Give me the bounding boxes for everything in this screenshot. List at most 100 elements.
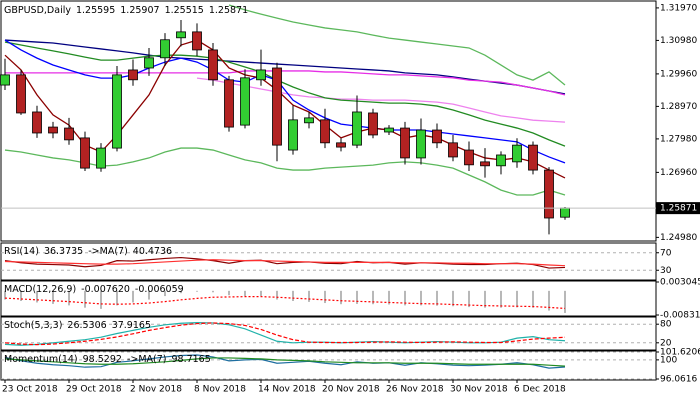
macd-bar xyxy=(564,290,566,313)
y-tick-label: 1.27980 xyxy=(660,134,697,144)
y-tick-label: 80 xyxy=(660,320,672,330)
ohlc-value: 1.25871 xyxy=(209,5,248,16)
macd-bar xyxy=(372,290,374,305)
candle-body xyxy=(80,137,90,169)
panel-frame xyxy=(0,242,657,281)
candle-body xyxy=(288,119,298,151)
candle-body xyxy=(448,142,458,158)
candle-body xyxy=(208,49,218,81)
chart-title: GBPUSD,Daily xyxy=(4,5,71,16)
macd-bar xyxy=(36,290,38,303)
macd-bar xyxy=(404,290,406,306)
indicator-value: 36.3735 xyxy=(44,246,83,257)
candle-body xyxy=(512,144,522,163)
x-tick-label: 2 Nov 2018 xyxy=(130,385,182,395)
indicator-name: Momentum(14) xyxy=(4,354,78,365)
macd-bar xyxy=(388,290,390,305)
ohlc-value: 1.25515 xyxy=(165,5,204,16)
y-tick-label: 30 xyxy=(660,266,672,276)
macd-bar xyxy=(436,290,438,306)
y-tick-label: 1.24980 xyxy=(660,233,697,243)
indicator-value: 26.5306 xyxy=(67,320,106,331)
candle-body xyxy=(496,154,506,167)
y-tick-label: 1.28970 xyxy=(660,102,697,112)
indicator-line xyxy=(4,39,566,95)
candle-body xyxy=(256,69,266,81)
x-tick-label: 29 Oct 2018 xyxy=(66,385,122,395)
x-tick-label: 30 Nov 2018 xyxy=(450,385,508,395)
macd-bar xyxy=(180,290,182,294)
y-tick-label: 101.6206 xyxy=(660,348,700,358)
candle-body xyxy=(368,112,378,136)
macd-bar xyxy=(340,290,342,305)
macd-bar xyxy=(308,290,310,302)
candle-body xyxy=(112,74,122,149)
candle-body xyxy=(416,129,426,159)
panel-frame xyxy=(0,0,657,242)
indicator-value: -0.006059 xyxy=(135,284,184,295)
candle-body xyxy=(64,127,74,141)
current-price-label: 1.25871 xyxy=(660,204,697,214)
indicator-line xyxy=(4,39,566,164)
y-tick-label: 1.29960 xyxy=(660,69,697,79)
candle-body xyxy=(272,67,282,146)
macd-bar xyxy=(228,290,230,296)
candle-body xyxy=(176,31,186,39)
candle-body xyxy=(464,149,474,166)
macd-bar xyxy=(532,290,534,308)
y-tick-label: 0.003045 xyxy=(660,278,700,288)
candle-body xyxy=(528,144,538,171)
indicator-header: MACD(12,26,9) -0.007620 -0.006059 xyxy=(4,284,184,295)
macd-bar xyxy=(356,290,358,304)
macd-bar xyxy=(20,290,22,302)
macd-bar xyxy=(148,290,150,300)
candle-body xyxy=(384,127,394,133)
macd-bar xyxy=(100,290,102,309)
candle-body xyxy=(160,39,170,59)
indicator-header: Momentum(14) 98.5292 ->MA(7) 98.7165 xyxy=(4,354,211,365)
candle-body xyxy=(544,169,554,219)
candle-body xyxy=(304,117,314,124)
x-tick-label: 6 Dec 2018 xyxy=(514,385,566,395)
indicator-name: ->MA(7) xyxy=(88,246,128,257)
macd-bar xyxy=(212,290,214,293)
panel-frame xyxy=(0,350,657,381)
indicator-line xyxy=(5,70,566,96)
indicator-name: MACD(12,26,9) xyxy=(4,284,76,295)
indicator-line xyxy=(4,259,566,267)
macd-bar xyxy=(324,290,326,304)
indicator-line xyxy=(4,354,566,369)
y-tick-label: -0.008319 xyxy=(660,311,700,321)
macd-bar xyxy=(292,290,294,302)
candle-body xyxy=(48,126,58,134)
x-tick-label: 20 Nov 2018 xyxy=(322,385,380,395)
candle-body xyxy=(192,31,202,51)
macd-bar xyxy=(516,290,518,308)
chart-header: GBPUSD,Daily 1.25595 1.25907 1.25515 1.25871 xyxy=(4,5,248,16)
macd-bar xyxy=(132,290,134,303)
macd-bar xyxy=(468,290,470,308)
indicator-line xyxy=(4,322,566,346)
panel-frame xyxy=(0,316,657,351)
macd-bar xyxy=(196,290,198,292)
indicator-header: Stoch(5,3,3) 26.5306 37.9165 xyxy=(4,320,151,331)
y-tick-label: 96.0616 xyxy=(660,375,697,385)
indicator-line xyxy=(228,4,566,86)
indicator-value: 40.4736 xyxy=(133,246,172,257)
indicator-value: 98.5292 xyxy=(83,354,122,365)
current-price-box xyxy=(656,202,700,215)
macd-bar xyxy=(500,290,502,308)
macd-bar xyxy=(260,290,262,297)
macd-bar xyxy=(548,290,550,311)
macd-bar xyxy=(4,290,6,300)
candle-body xyxy=(0,74,10,86)
panel-frame xyxy=(0,280,657,317)
candle-body xyxy=(320,119,330,144)
x-tick-label: 14 Nov 2018 xyxy=(258,385,316,395)
macd-bar xyxy=(52,290,54,304)
indicator-line xyxy=(4,256,566,269)
candle-body xyxy=(560,207,570,218)
y-tick-label: 100 xyxy=(660,355,677,365)
